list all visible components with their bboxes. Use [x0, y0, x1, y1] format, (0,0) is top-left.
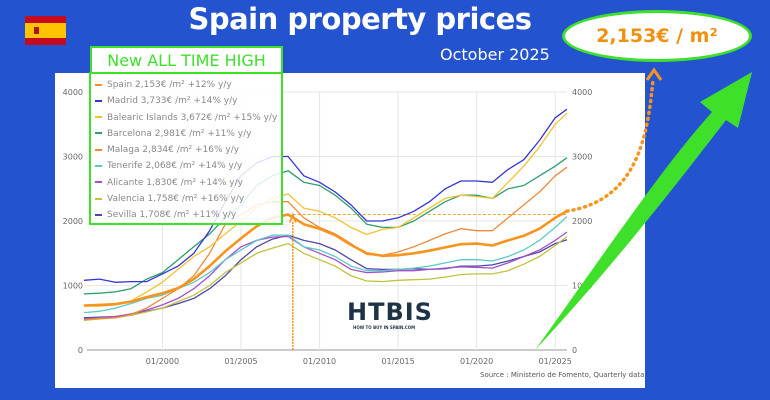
all-time-high-badge: New ALL TIME HIGH [90, 46, 283, 73]
legend-swatch [95, 164, 102, 167]
current-price-highlight: 2,153€ / m² [562, 10, 752, 62]
legend-swatch [95, 132, 102, 135]
spain-flag-icon [25, 16, 66, 45]
legend-swatch [95, 148, 102, 151]
date-subtitle: October 2025 [440, 45, 550, 64]
legend-item: Balearic Islands 3,672€ /m² +15% y/y [95, 110, 277, 126]
legend-item: Alicante 1,830€ /m² +14% y/y [95, 175, 277, 191]
page-title: Spain property prices [188, 2, 532, 36]
legend-label: Malaga 2,834€ /m² +16% y/y [107, 145, 240, 156]
series-line-valencia [83, 236, 568, 321]
series-line-madrid [83, 108, 568, 283]
y-tick-label: 3000 [63, 153, 83, 162]
legend-swatch [95, 181, 102, 184]
y-tick-label-right: 2000 [572, 217, 592, 226]
legend-label: Tenerife 2,068€ /m² +14% y/y [107, 161, 243, 172]
legend-label: Spain 2,153€ /m² +12% y/y [107, 80, 232, 90]
series-line-tenerife [83, 216, 568, 314]
chart-legend: Spain 2,153€ /m² +12% y/y Madrid 3,733€ /… [89, 72, 283, 225]
current-price: 2,153€ / m² [596, 25, 718, 47]
legend-label: Valencia 1,758€ /m² +16% y/y [107, 194, 245, 205]
source-note: Source : Ministerio de Fomento, Quarterl… [480, 371, 645, 379]
legend-item: Valencia 1,758€ /m² +16% y/y [95, 191, 277, 207]
legend-item: Spain 2,153€ /m² +12% y/y [95, 77, 277, 93]
legend-swatch [95, 99, 102, 102]
x-tick-label: 01/2000 [146, 357, 179, 366]
htbis-logo: HTBIS [347, 298, 433, 326]
y-tick-label-right: 1000 [572, 282, 592, 291]
legend-label: Sevilla 1,708€ /m² +11% y/y [107, 210, 237, 221]
x-tick-label: 01/2010 [303, 357, 336, 366]
dotted-arrow-head [645, 67, 663, 81]
legend-label: Barcelona 2,981€ /m² +11% y/y [107, 128, 252, 139]
series-line-spain [83, 209, 568, 307]
y-tick-label-right: 3000 [572, 153, 592, 162]
legend-label: Balearic Islands 3,672€ /m² +15% y/y [107, 112, 278, 123]
y-tick-label-right: 4000 [572, 88, 592, 97]
y-tick-label: 0 [78, 346, 83, 355]
legend-item: Malaga 2,834€ /m² +16% y/y [95, 142, 277, 158]
x-tick-label: 01/2005 [224, 357, 257, 366]
x-tick-label: 01/2025 [539, 357, 572, 366]
legend-swatch [95, 197, 102, 200]
series-line-alicante [83, 231, 568, 320]
legend-swatch [95, 83, 102, 86]
legend-item: Barcelona 2,981€ /m² +11% y/y [95, 126, 277, 142]
y-tick-label: 4000 [63, 88, 83, 97]
dotted-arrow-to-price [565, 78, 655, 213]
y-tick-label: 1000 [63, 282, 83, 291]
x-tick-label: 01/2015 [381, 357, 414, 366]
x-tick-label: 01/2020 [460, 357, 493, 366]
legend-swatch [95, 213, 102, 216]
series-line-balearic-islands [83, 112, 568, 307]
legend-label: Alicante 1,830€ /m² +14% y/y [107, 177, 243, 188]
peak-arrow-head [289, 212, 297, 223]
y-tick-label: 2000 [63, 217, 83, 226]
legend-item: Sevilla 1,708€ /m² +11% y/y [95, 207, 277, 223]
logo-tagline: HOW TO BUY IN SPAIN.COM [353, 325, 416, 330]
legend-swatch [95, 116, 102, 119]
legend-item: Madrid 3,733€ /m² +14% y/y [95, 93, 277, 109]
legend-item: Tenerife 2,068€ /m² +14% y/y [95, 158, 277, 174]
y-tick-label-right: 0 [572, 346, 577, 355]
legend-label: Madrid 3,733€ /m² +14% y/y [107, 96, 238, 107]
